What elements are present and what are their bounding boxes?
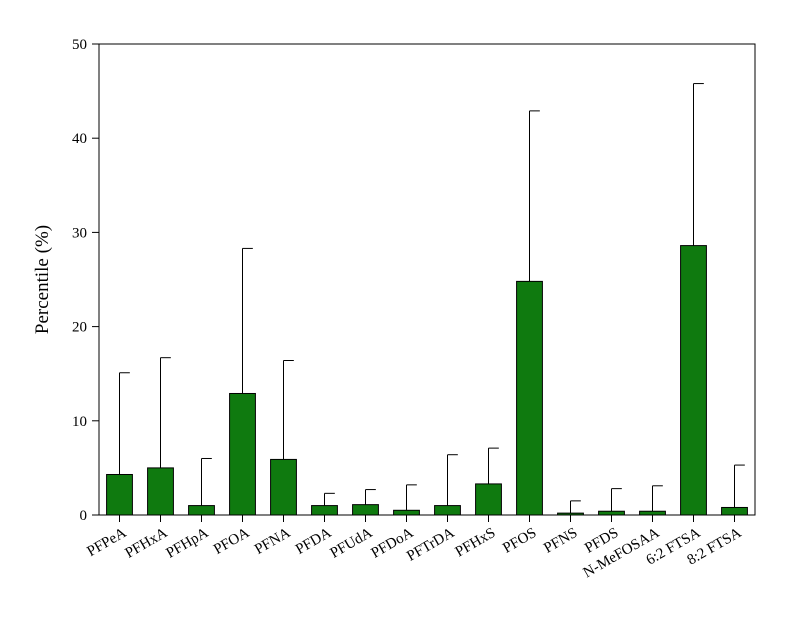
x-tick-label: PFHpA <box>164 525 212 562</box>
bar-N-MeFOSAA <box>639 510 666 516</box>
bar-PFHpA <box>188 505 215 516</box>
x-tick-label: PFNA <box>252 525 293 558</box>
y-tick-label: 20 <box>72 320 87 336</box>
x-tick-label: PFHxA <box>123 525 171 562</box>
bar-PFDoA <box>393 509 420 516</box>
y-tick-label: 10 <box>72 414 87 430</box>
bar-PFTrDA <box>434 505 461 516</box>
bar-PFOS <box>516 280 543 516</box>
bar-PFNS <box>557 512 584 516</box>
bar-6:2 FTSA <box>680 245 707 516</box>
bar-PFHxS <box>475 483 502 516</box>
x-tick-label: PFHxS <box>453 525 499 561</box>
bar-PFDS <box>598 510 625 516</box>
plot-axes <box>98 43 756 516</box>
bar-PFNA <box>270 458 297 516</box>
bar-PFDA <box>311 505 338 516</box>
plot-frame <box>98 43 756 516</box>
x-tick-label: PFOS <box>500 525 539 557</box>
y-axis-label: Percentile (%) <box>32 225 53 334</box>
x-tick-label: PFDA <box>293 525 334 558</box>
x-tick-label: PFOA <box>211 525 252 558</box>
y-axis-ticks: 0 10 20 30 40 50 <box>72 37 99 524</box>
y-tick-label: 0 <box>80 508 88 524</box>
x-tick-label: PFUdA <box>328 525 376 562</box>
bar-PFPeA <box>106 473 133 516</box>
error-bars <box>119 83 745 514</box>
y-tick-label: 50 <box>72 37 87 53</box>
bar-8:2 FTSA <box>721 506 748 516</box>
y-tick-label: 40 <box>72 131 87 147</box>
bar-PFHxA <box>147 467 174 516</box>
bars <box>106 245 748 516</box>
x-tick-label: PFPeA <box>84 525 129 560</box>
x-tick-label: PFTrDA <box>404 525 457 565</box>
y-tick-label: 30 <box>72 225 87 241</box>
bar-PFOA <box>229 392 256 516</box>
bar-PFUdA <box>352 504 379 516</box>
x-tick-label: PFNS <box>541 525 580 557</box>
